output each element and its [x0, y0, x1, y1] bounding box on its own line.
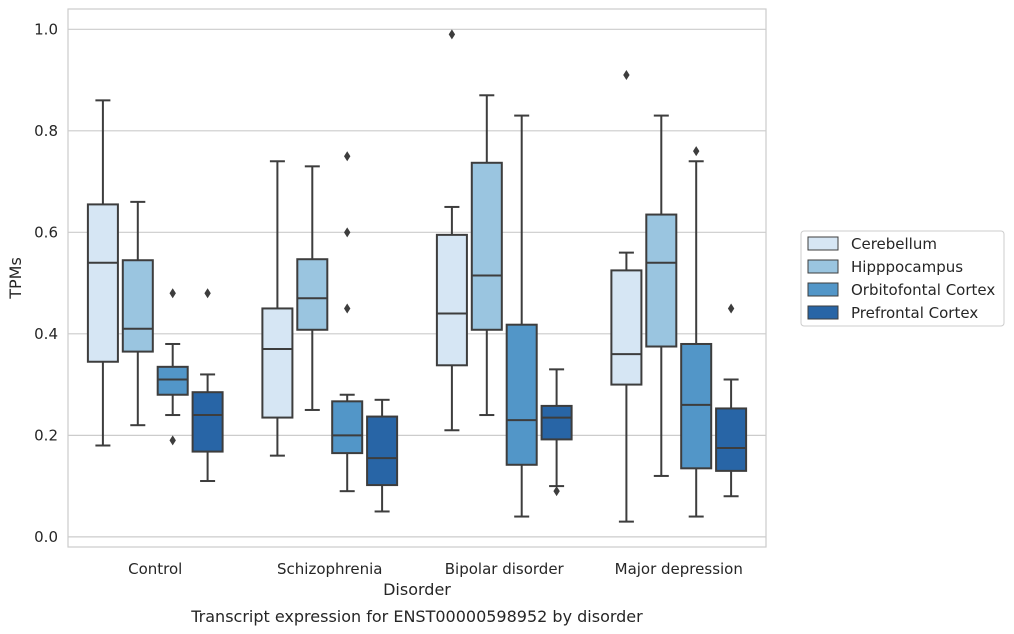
- legend-swatch: [807, 305, 839, 320]
- box-hipppocampus: [296, 165, 329, 411]
- x-tick-labels: Control Schizophrenia Bipolar disorder Majo…: [128, 560, 743, 578]
- boxes: [86, 29, 748, 523]
- outlier-point: [344, 151, 351, 162]
- x-axis-label: Disorder: [383, 580, 451, 599]
- box-iqr: [156, 365, 189, 396]
- gridlines: [68, 28, 766, 538]
- box-prefrontal-cortex: [540, 368, 573, 497]
- box-iqr: [191, 391, 224, 453]
- x-tick-label: Schizophrenia: [277, 560, 382, 578]
- plot-area-frame: [67, 8, 767, 548]
- figure-caption: Transcript expression for ENST0000059895…: [190, 607, 643, 626]
- y-tick-label: 0.4: [34, 325, 58, 343]
- box-prefrontal-cortex: [366, 398, 399, 513]
- y-tick-label: 0.2: [34, 426, 58, 444]
- box-orbitofontal-cortex: [331, 151, 364, 493]
- y-axis-label: TPMs: [6, 257, 25, 300]
- outlier-point: [623, 69, 630, 80]
- y-tick-label: 0.6: [34, 223, 58, 241]
- outlier-point: [169, 288, 176, 299]
- x-tick-label: Major depression: [615, 560, 743, 578]
- legend: Cerebellum Hipppocampus Orbitofontal Corte…: [800, 230, 1005, 327]
- box-iqr: [680, 342, 713, 470]
- outlier-point: [448, 29, 456, 40]
- box-prefrontal-cortex: [191, 288, 224, 483]
- box-iqr: [366, 415, 399, 487]
- box-orbitofontal-cortex: [505, 114, 538, 518]
- box-iqr: [645, 213, 678, 348]
- y-tick-label: 1.0: [34, 20, 58, 38]
- y-tick-labels: 0.0 0.2 0.4 0.6 0.8 1.0: [34, 20, 58, 546]
- box-iqr: [715, 407, 748, 472]
- box-cerebellum: [435, 29, 468, 432]
- y-tick-label: 0.0: [34, 528, 58, 546]
- outlier-point: [204, 288, 211, 299]
- box-iqr: [435, 233, 468, 367]
- legend-label: Prefrontal Cortex: [851, 304, 978, 322]
- box-cerebellum: [86, 99, 119, 447]
- legend-label: Orbitofontal Cortex: [851, 281, 995, 299]
- box-iqr: [86, 203, 119, 363]
- outlier-point: [169, 435, 176, 446]
- legend-swatch: [807, 282, 839, 297]
- legend-label: Hipppocampus: [851, 258, 963, 276]
- outlier-point: [553, 486, 560, 497]
- y-tick-label: 0.8: [34, 122, 58, 140]
- box-iqr: [610, 269, 643, 386]
- box-orbitofontal-cortex: [156, 288, 189, 446]
- box-iqr: [121, 259, 154, 353]
- x-tick-label: Control: [128, 560, 182, 578]
- box-iqr: [470, 161, 503, 331]
- legend-swatch: [807, 236, 839, 251]
- box-cerebellum: [610, 69, 643, 523]
- box-iqr: [505, 323, 538, 466]
- box-orbitofontal-cortex: [680, 146, 713, 518]
- box-iqr: [540, 404, 573, 441]
- legend-frame: [800, 230, 1005, 327]
- x-tick-label: Bipolar disorder: [445, 560, 565, 578]
- box-prefrontal-cortex: [715, 303, 748, 498]
- legend-swatch: [807, 259, 839, 274]
- outlier-point: [344, 227, 351, 238]
- box-iqr: [261, 307, 294, 419]
- box-iqr: [331, 400, 364, 455]
- box-hipppocampus: [645, 114, 678, 477]
- outlier-point: [693, 146, 700, 157]
- box-iqr: [296, 258, 329, 331]
- outlier-point: [727, 303, 735, 314]
- box-hipppocampus: [121, 200, 154, 427]
- outlier-point: [344, 303, 351, 314]
- legend-label: Cerebellum: [851, 235, 937, 253]
- box-cerebellum: [261, 160, 294, 457]
- box-hipppocampus: [470, 94, 503, 417]
